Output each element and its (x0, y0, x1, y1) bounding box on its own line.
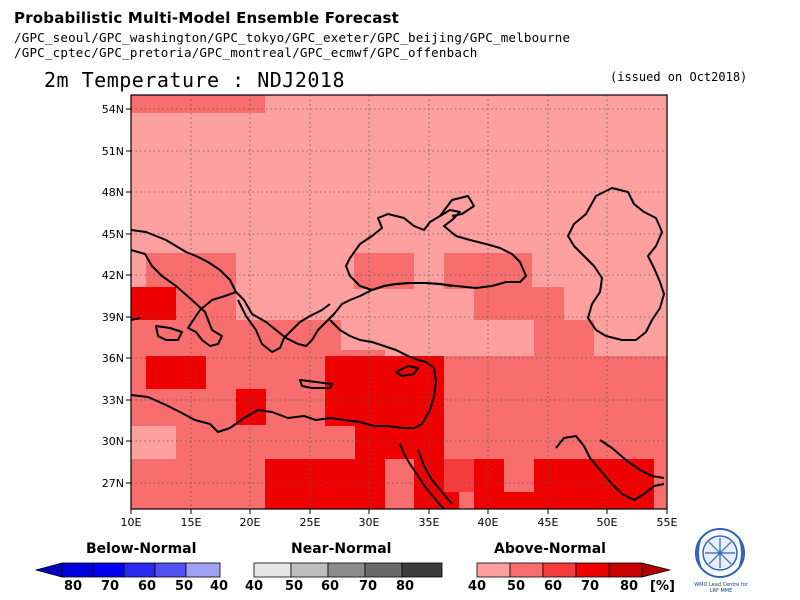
lat-label: 51N (102, 145, 124, 158)
lat-label: 36N (102, 352, 124, 365)
logo-caption-line-2: LRF MME (709, 588, 733, 594)
map-frame (130, 94, 668, 510)
legend-near-label: 40 (245, 579, 264, 594)
axis-ticks (126, 108, 668, 514)
legend-above-label: 80 (620, 579, 639, 594)
legend-near-title: Near-Normal (291, 541, 392, 557)
lon-label: 35E (419, 516, 440, 529)
lat-label: 48N (102, 186, 124, 199)
lon-label: 55E (657, 516, 678, 529)
legend-above-title: Above-Normal (494, 541, 606, 557)
lat-label: 33N (102, 394, 124, 407)
legend-near-label: 70 (359, 579, 378, 594)
lon-label: 10E (121, 516, 142, 529)
legend-above-label: 60 (544, 579, 563, 594)
legend-below-label: 50 (175, 579, 194, 594)
lon-label: 40E (478, 516, 499, 529)
lon-label: 45E (538, 516, 559, 529)
lat-label: 54N (102, 103, 124, 116)
legend-near-label: 80 (396, 579, 415, 594)
latitude-labels: 54N 51N 48N 45N 42N 39N 36N 33N 30N 27N (102, 103, 124, 490)
lat-label: 45N (102, 228, 124, 241)
lon-label: 30E (359, 516, 380, 529)
legend-below-label: 60 (138, 579, 157, 594)
coastlines (130, 187, 665, 510)
legend-below-label: 40 (210, 579, 229, 594)
model-list-line-2: /GPC_cptec/GPC_pretoria/GPC_montreal/GPC… (14, 45, 478, 60)
legend-below-label: 70 (101, 579, 120, 594)
legend-above-label: 40 (468, 579, 487, 594)
legend-above-label: 50 (507, 579, 526, 594)
legend-below-title: Below-Normal (86, 541, 197, 557)
legend-near-bar (253, 562, 443, 578)
lon-label: 20E (240, 516, 261, 529)
lat-label: 39N (102, 311, 124, 324)
wmo-logo-icon (695, 528, 745, 578)
lon-label: 25E (300, 516, 321, 529)
legend-above-bar (476, 562, 671, 578)
longitude-labels: 10E 15E 20E 25E 30E 35E 40E 45E 50E 55E (121, 516, 678, 529)
probability-cells (131, 95, 667, 509)
map-title: 2m Temperature : NDJ2018 (44, 68, 345, 92)
model-list-line-1: /GPC_seoul/GPC_washington/GPC_tokyo/GPC_… (14, 30, 571, 45)
legend-above-label: 70 (581, 579, 600, 594)
lon-label: 50E (597, 516, 618, 529)
graticule (131, 95, 667, 509)
logo-caption: WMO Lead Centre for LRF MME (681, 582, 761, 594)
lon-label: 15E (181, 516, 202, 529)
legend-below-bar (34, 562, 221, 578)
logo-caption-line-1: WMO Lead Centre for (694, 582, 748, 588)
legend-below-label: 80 (64, 579, 83, 594)
issued-date: (issued on Oct2018) (610, 70, 748, 84)
lat-label: 27N (102, 477, 124, 490)
product-title: Probabilistic Multi-Model Ensemble Forec… (14, 9, 400, 27)
legend-near-label: 50 (285, 579, 304, 594)
lat-label: 42N (102, 269, 124, 282)
legend-unit-label: [%] (650, 579, 675, 594)
legend-near-label: 60 (321, 579, 340, 594)
lat-label: 30N (102, 435, 124, 448)
